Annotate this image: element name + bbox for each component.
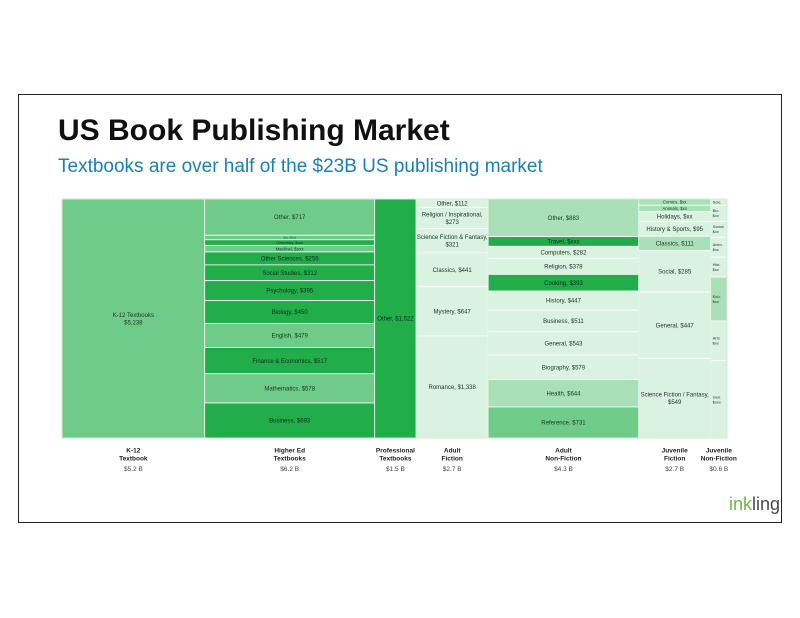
- page-title: US Book Publishing Market: [58, 114, 450, 147]
- segment-label-4-5: History, $447: [546, 299, 582, 305]
- segment-label-1-3: Medical, $xxx: [276, 246, 305, 251]
- plot-border: [61, 198, 728, 439]
- segment-1-10: [204, 373, 376, 404]
- logo-suffix: ling: [752, 494, 781, 514]
- segment-label-4-1: Travel, $xxx: [547, 240, 579, 246]
- segment-label-5-2: Holidays, $xx: [657, 215, 693, 221]
- segment-1-11: [204, 402, 376, 439]
- segment-label-3-2: Science Fiction & Fantasy, $321: [417, 235, 488, 249]
- segment-4-9: [487, 379, 640, 408]
- column-label-5: Juvenile Fiction: [662, 447, 688, 462]
- column-total-0: $5.2 B: [124, 466, 143, 473]
- segment-3-2: [415, 227, 489, 254]
- segment-label-4-7: General, $543: [544, 341, 583, 347]
- column-total-4: $4.3 B: [554, 466, 573, 473]
- segment-3-4: [415, 286, 489, 337]
- segment-label-5-5: Social, $285: [658, 270, 692, 276]
- column-label-2: Professional Textbooks: [376, 447, 415, 462]
- segment-label-1-0: Other, $717: [274, 215, 306, 221]
- segment-label-6-3: Anim. $xx: [713, 242, 723, 252]
- segment-5-7: [638, 357, 712, 439]
- inkling-logo: inkling: [729, 494, 780, 515]
- column-total-1: $6.2 B: [280, 466, 299, 473]
- segment-label-1-1: Sec. $xxx: [283, 236, 296, 240]
- page-subtitle: Textbooks are over half of the $23B US p…: [58, 156, 543, 177]
- segment-label-1-4: Other Sciences, $256: [261, 257, 319, 263]
- segment-label-6-7: Gen. $xxx: [713, 394, 722, 404]
- column-label-3: Adult Fiction: [442, 447, 463, 462]
- segment-label-4-4: Cooking, $393: [544, 281, 583, 287]
- segment-label-6-6: Arts $xx: [713, 336, 720, 346]
- segment-label-5-0: Comics, $xx: [663, 200, 687, 205]
- segment-label-5-4: Classics, $111: [656, 242, 695, 248]
- segment-label-5-7: Science Fiction / Fantasy, $549: [641, 393, 710, 407]
- logo-prefix: ink: [729, 494, 753, 514]
- column-total-6: $0.6 B: [709, 466, 728, 473]
- segment-label-1-2: Chemistry, $xxx: [276, 241, 303, 245]
- column-label-4: Adult Non-Fiction: [545, 447, 581, 462]
- segment-label-4-10: Reference, $731: [541, 421, 586, 427]
- column-total-3: $2.7 B: [443, 466, 462, 473]
- segment-4-10: [487, 406, 640, 439]
- segment-label-4-3: Religion, $378: [544, 264, 583, 270]
- segment-label-6-4: Hist. $xx: [713, 262, 721, 272]
- column-total-2: $1.5 B: [386, 466, 405, 473]
- segment-label-4-2: Computers, $282: [540, 250, 587, 256]
- segment-label-3-1: Religion / Inspirational, $273: [422, 212, 483, 226]
- segment-label-3-4: Mystery, $647: [434, 309, 472, 315]
- segment-label-4-8: Biography, $579: [542, 365, 586, 371]
- segment-label-6-2: Social $xx: [713, 224, 724, 234]
- segment-label-6-0: Scie.: [713, 200, 722, 205]
- segment-label-2-0: Other, $1,522: [377, 317, 414, 323]
- segment-label-1-9: Finance & Economics, $517: [252, 359, 327, 365]
- segment-label-5-1: Animals, $xx: [662, 206, 687, 211]
- segment-2-0: [374, 198, 417, 439]
- segment-label-0-0: K-12 Textbooks $5,238: [113, 313, 154, 327]
- segment-label-3-5: Romance, $1,338: [428, 385, 476, 391]
- segment-label-3-3: Classics, $441: [433, 268, 473, 274]
- segment-label-4-0: Other, $883: [548, 216, 580, 222]
- column-label-1: Higher Ed Textbooks: [274, 447, 306, 462]
- segment-label-3-0: Other, $112: [437, 201, 469, 207]
- segment-label-4-6: Business, $511: [543, 319, 584, 325]
- segment-label-1-6: Psychology, $395: [266, 289, 314, 295]
- column-label-0: K-12 Textbook: [119, 447, 148, 462]
- segment-label-5-6: General, $447: [656, 323, 695, 329]
- segment-label-1-11: Business, $693: [269, 419, 311, 425]
- segment-label-1-8: English, $479: [272, 334, 309, 340]
- segment-label-5-3: History & Sports, $95: [646, 227, 703, 233]
- segment-4-0: [487, 198, 640, 237]
- segment-label-4-9: Health, $644: [546, 391, 581, 397]
- segment-1-0: [204, 198, 376, 236]
- segment-label-1-7: Biology, $450: [272, 310, 309, 316]
- segment-label-6-1: Bio. $xx: [713, 208, 720, 218]
- segment-label-1-10: Mathematics, $578: [264, 386, 315, 392]
- column-label-6: Juvenile Non-Fiction: [701, 447, 737, 462]
- column-total-5: $2.7 B: [665, 466, 684, 473]
- segment-label-1-5: Social Studies, $312: [262, 271, 317, 277]
- segment-label-6-5: Edu. $xx: [713, 294, 721, 304]
